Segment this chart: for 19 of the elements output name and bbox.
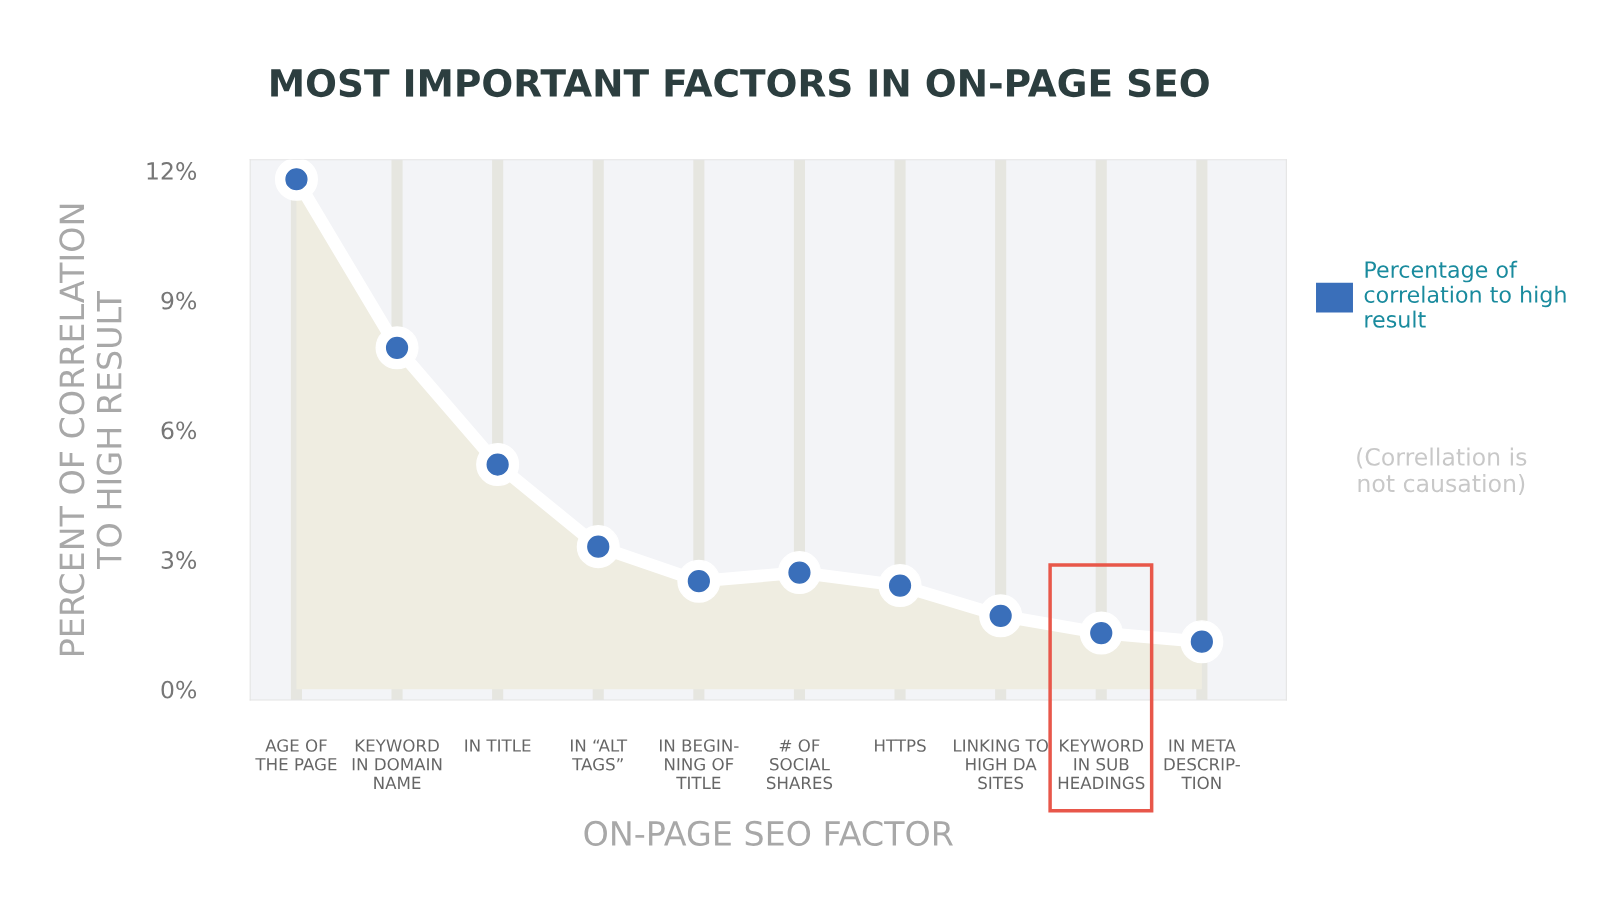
x-tick-label: IN TITLE [465,739,531,752]
x-tick-label: KEYWORD IN SUB HEADINGS [1058,739,1145,790]
x-tick-label: KEYWORD IN DOMAIN NAME [352,739,442,789]
y-tick-label: 9% [161,291,197,310]
x-tick-label: IN META DESCRIP- TION [1164,739,1240,790]
x-tick-label: HTTPS [875,739,926,752]
y-tick-label: 6% [161,421,197,440]
chart-title: MOST IMPORTANT FACTORS IN ON-PAGE SEO [271,68,1209,98]
y-tick-label: 3% [161,551,197,569]
y-tick-label: 12% [147,162,197,180]
x-tick-label: LINKING TO HIGH DA SITES [954,739,1048,790]
legend-label: Percentage of correlation to high result [1364,260,1566,328]
x-axis-title: ON-PAGE SEO FACTOR [584,820,953,846]
y-tick-label: 0% [161,680,197,699]
x-tick-label: # OF SOCIAL SHARES [766,739,833,790]
x-tick-label: IN BEGIN- NING OF TITLE [660,739,739,789]
y-axis-title: PERCENT OF CORRELATION TO HIGH RESULT [59,204,122,656]
x-tick-label: IN “ALT TAGS” [571,739,628,771]
x-tick-label: AGE OF THE PAGE [255,739,337,771]
